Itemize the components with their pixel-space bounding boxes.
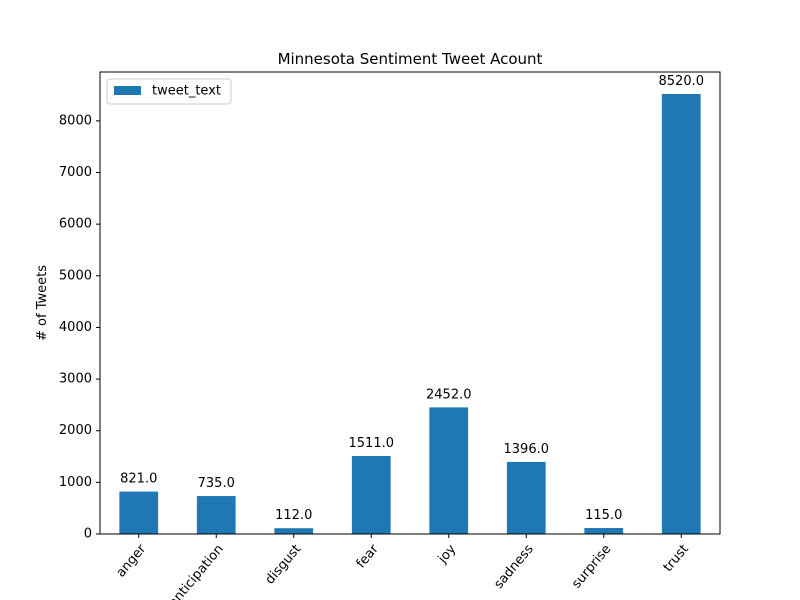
y-axis-ticks: 0 1000 2000 3000 4000 5000 6000 7000 8000: [59, 113, 100, 542]
data-label-disgust: 112.0: [275, 508, 312, 523]
bar-trust: [661, 94, 701, 534]
y-tick-label: 6000: [59, 217, 92, 232]
bar-disgust: [274, 528, 314, 534]
data-label-anger: 821.0: [120, 472, 157, 487]
y-tick-label: 8000: [59, 113, 92, 128]
chart-title: Minnesota Sentiment Tweet Acount: [278, 50, 543, 68]
y-tick-label: 1000: [59, 475, 92, 490]
bar-anger: [119, 491, 159, 534]
bar-joy: [429, 407, 469, 534]
x-tick-label-disgust: disgust: [263, 542, 305, 588]
x-tick-label-joy: joy: [435, 542, 460, 567]
x-tick-label-sadness: sadness: [491, 542, 537, 592]
data-label-surprise: 115.0: [585, 508, 622, 523]
x-tick-label-fear: fear: [354, 541, 383, 571]
x-tick-label-anger: anger: [114, 541, 150, 580]
bar-anticipation: [196, 496, 236, 534]
plot-frame: [99, 71, 721, 535]
y-tick-label: 3000: [59, 372, 92, 387]
y-axis-label: # of Tweets: [35, 265, 50, 341]
bar-sadness: [506, 461, 546, 534]
x-axis-ticks: anger anticipation disgust fear joy sadness su…: [114, 534, 692, 600]
data-labels-group: 821.0 735.0 112.0 1511.0 2452.0 1396.0 115.0 85…: [120, 74, 704, 523]
legend-swatch: [114, 86, 141, 95]
legend: tweet_text: [106, 78, 232, 105]
data-label-anticipation: 735.0: [198, 476, 235, 491]
legend-label: tweet_text: [152, 84, 221, 99]
legend-box: [106, 78, 232, 105]
bar-surprise: [584, 528, 624, 534]
x-tick-label-trust: trust: [661, 542, 692, 575]
x-tick-label-surprise: surprise: [569, 542, 614, 592]
y-tick-label: 7000: [59, 165, 92, 180]
data-label-joy: 2452.0: [426, 387, 472, 402]
data-label-sadness: 1396.0: [504, 442, 550, 457]
y-tick-label: 0: [84, 527, 92, 542]
data-label-trust: 8520.0: [659, 74, 705, 89]
x-tick-label-anticipation: anticipation: [166, 542, 227, 600]
y-tick-label: 4000: [59, 320, 92, 335]
y-tick-label: 5000: [59, 268, 92, 283]
bar-fear: [351, 455, 391, 534]
y-tick-label: 2000: [59, 423, 92, 438]
bars-group: [119, 94, 701, 534]
data-label-fear: 1511.0: [349, 436, 395, 451]
